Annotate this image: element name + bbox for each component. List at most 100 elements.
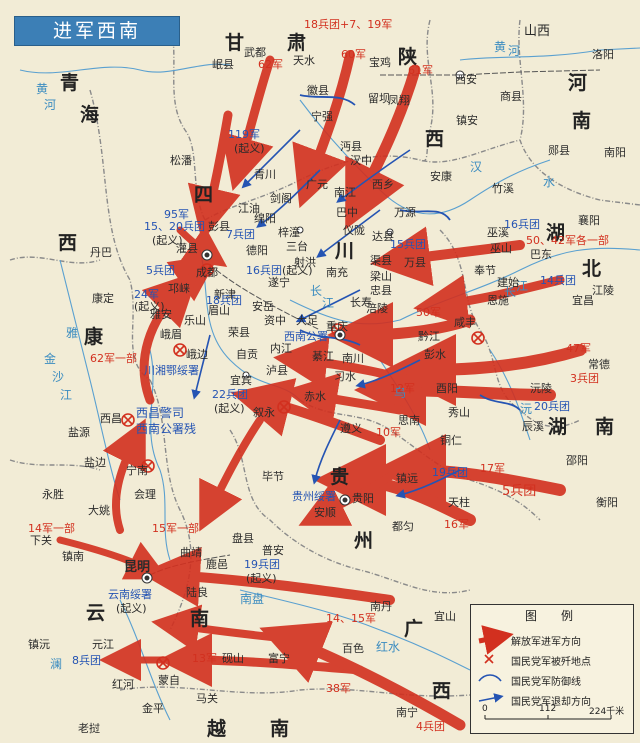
province-borders <box>9 19 640 697</box>
river-han-2: 水 <box>543 175 556 189</box>
legend-arrow-label: 解放军进军方向 <box>511 637 581 648</box>
city-chengdu: 成都 <box>196 266 218 279</box>
province-hunan-2: 南 <box>595 416 615 438</box>
city-yuanjiang: 元江 <box>92 638 114 651</box>
city-panxian: 盘县 <box>232 532 254 545</box>
province-vietnam-2: 南 <box>270 718 290 740</box>
city-chongqing: 重庆 <box>326 320 348 333</box>
army-13: 13军 <box>192 652 217 665</box>
kmt-xichang-jing: 西昌警司 <box>136 406 185 420</box>
city-honghe: 红河 <box>112 678 134 691</box>
city-nanchong: 南充 <box>326 266 348 279</box>
army-24: 24军 <box>134 288 159 301</box>
province-sichuan-1: 四 <box>194 184 214 206</box>
city-jiange: 剑阁 <box>270 192 292 205</box>
city-liangshan: 梁山 <box>370 270 392 283</box>
city-zigong: 自贡 <box>236 348 258 361</box>
army-5b: 5兵团 <box>502 484 537 499</box>
army-15: 15兵团 <box>390 238 426 251</box>
city-xiushan: 秀山 <box>448 406 470 419</box>
city-funing: 富宁 <box>268 652 290 665</box>
city-pengshui: 彭水 <box>424 348 446 361</box>
army-19: 19兵团 <box>432 466 468 479</box>
advance-arrows <box>56 50 586 731</box>
army-38: 38军 <box>326 682 351 695</box>
province-shanxi: 山西 <box>524 24 551 39</box>
army-60: 60军 <box>341 48 366 61</box>
city-yongsheng: 永胜 <box>42 488 64 501</box>
city-tianzhu: 天柱 <box>448 496 470 509</box>
province-xikang-2: 康 <box>84 326 104 348</box>
army-47: 47军 <box>566 342 591 355</box>
city-duyun: 都匀 <box>392 520 414 533</box>
city-mianxian: 沔县 <box>340 140 362 153</box>
retreat-arrows <box>191 129 461 499</box>
army-119: 119军 <box>228 128 260 141</box>
city-zhenyuan: 镇远 <box>396 472 418 485</box>
city-bazhong: 巴中 <box>336 206 358 219</box>
river-yuan: 沅 <box>520 402 533 416</box>
city-leshan: 乐山 <box>184 314 206 327</box>
province-xikang-1: 西 <box>58 232 78 254</box>
city-xiangfan: 襄阳 <box>578 214 600 227</box>
city-zitong: 梓潼 <box>278 226 300 239</box>
city-yuanling: 沅陵 <box>530 382 552 395</box>
army-19b-note: (起义) <box>246 572 277 585</box>
city-chenxi: 辰溪 <box>522 420 544 433</box>
city-nanjiang: 南江 <box>334 186 356 199</box>
army-14: 14兵团 <box>540 274 576 287</box>
city-yanshan: 砚山 <box>222 652 244 665</box>
province-shaanxi-1: 陕 <box>398 46 418 68</box>
city-neijiang: 内江 <box>270 342 292 355</box>
river-huanghe-e2: 河 <box>508 44 521 58</box>
city-meishan: 眉山 <box>208 304 230 317</box>
legend-scale-end: 224千米 <box>589 707 625 717</box>
army-15-part: 15军一部 <box>152 522 199 535</box>
army-61: 61军 <box>408 64 433 77</box>
city-jianshi: 建始 <box>497 276 519 289</box>
legend-title: 图 例 <box>524 609 579 623</box>
city-dayao: 大姚 <box>88 504 110 517</box>
city-pengxian: 彭县 <box>208 220 230 233</box>
legend-retreat-label: 国民党军退却方向 <box>511 697 591 708</box>
city-jiangyou: 江油 <box>238 202 260 215</box>
city-luliang: 陆良 <box>186 586 208 599</box>
city-rongxian: 荣县 <box>228 326 250 339</box>
city-maguan: 马关 <box>196 692 218 705</box>
kmt-chuanxiang: 川湘鄂绥署 <box>144 364 199 377</box>
province-vietnam-1: 越 <box>207 718 227 740</box>
city-songpan: 松潘 <box>170 154 192 167</box>
city-jinping: 金平 <box>142 702 164 715</box>
city-baoji: 宝鸡 <box>369 56 391 69</box>
city-dots <box>141 70 465 584</box>
city-hanzhong: 汉中 <box>350 154 372 167</box>
army-14-part: 14军一部 <box>28 522 75 535</box>
map-legend: 图 例 解放军进军方向 国民党军被歼地点 国民党军防御线 国民党军退却方向 0 … <box>470 604 634 734</box>
city-zhen-an: 镇安 <box>456 114 478 127</box>
city-mianyang: 绵阳 <box>254 212 276 225</box>
city-nanchuan: 南川 <box>342 352 364 365</box>
province-sichuan-2: 川 <box>335 240 355 262</box>
city-wushan: 巫山 <box>490 242 512 255</box>
army-5: 5兵团 <box>146 264 175 277</box>
army-8: 8兵团 <box>72 654 101 667</box>
army-7: 7兵团 <box>226 228 255 241</box>
city-xinjin: 新津 <box>214 288 236 301</box>
province-guangxi-1: 广 <box>404 618 424 640</box>
city-dazu: 大足 <box>296 314 318 327</box>
city-xixiang: 西乡 <box>372 178 394 191</box>
city-jiangling: 江陵 <box>592 284 614 297</box>
city-fengjie: 奉节 <box>474 264 496 277</box>
city-zhennan: 镇南 <box>62 550 84 563</box>
city-chishui: 赤水 <box>304 390 326 403</box>
city-qianjiang: 黔江 <box>418 330 440 343</box>
city-qingchuan: 青川 <box>254 168 276 181</box>
river-yalong: 雅 <box>66 326 79 340</box>
city-ebian: 峨边 <box>186 348 208 361</box>
province-yunnan-1: 云 <box>86 602 106 624</box>
army-12: 12军 <box>390 382 415 395</box>
city-youyang: 酉阳 <box>436 382 458 395</box>
defense-lines <box>299 94 521 411</box>
city-wanyuan: 万源 <box>394 206 416 219</box>
city-zhuxi: 竹溪 <box>492 182 514 195</box>
